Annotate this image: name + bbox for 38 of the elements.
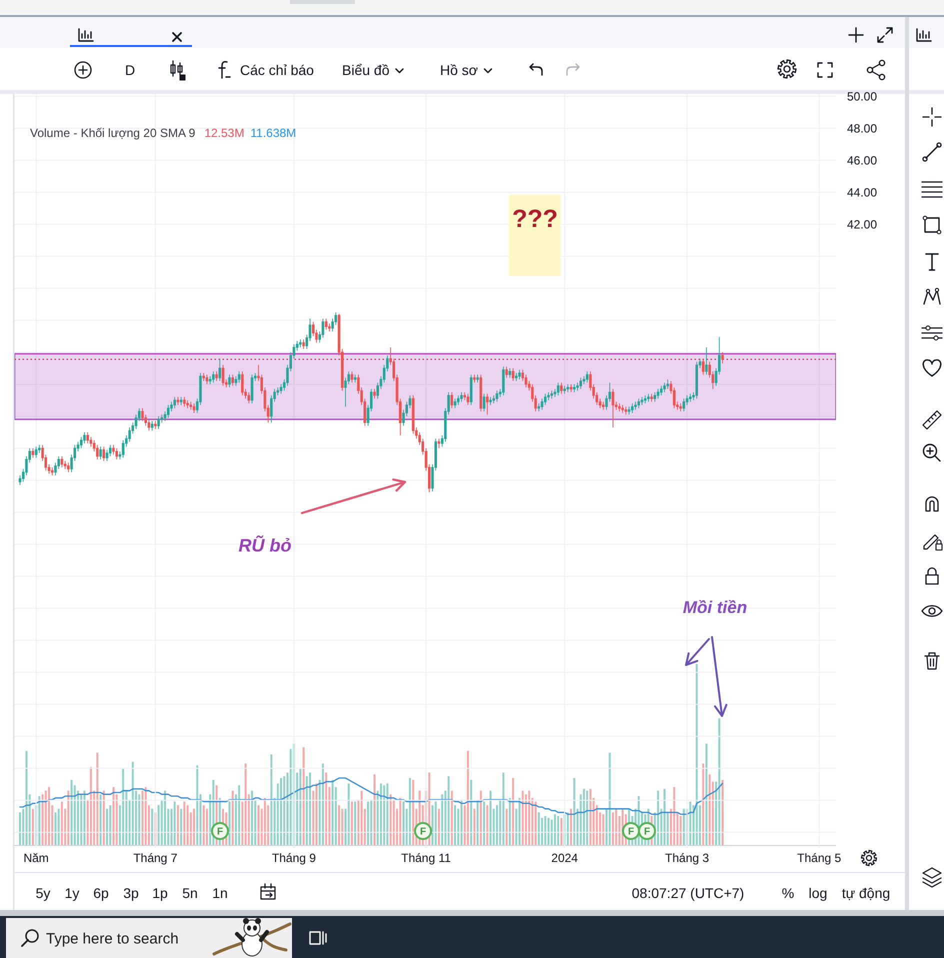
annotation: RŨ bỏ: [238, 534, 292, 556]
text: 5y: [36, 884, 50, 901]
y-tick-label: 50.00: [846, 89, 878, 104]
x-tick-label: Tháng 3: [665, 851, 710, 865]
annotation: Volume - Khối lượng 20 SMA 9: [30, 126, 196, 140]
text: 08:07:27 (UTC+7): [632, 884, 744, 901]
x-tick-label: Tháng 9: [272, 851, 316, 865]
text: D: [124, 62, 136, 78]
text: 3p: [123, 884, 139, 901]
text: Type here to search: [46, 930, 179, 948]
annotation: F: [216, 826, 224, 838]
y-tick-label: 48.00: [846, 121, 878, 136]
text: log: [808, 884, 828, 901]
text: 5n: [182, 884, 198, 901]
text: 6p: [93, 884, 109, 901]
annotation: F: [628, 826, 634, 838]
annotation: ???: [512, 204, 558, 233]
text: 1p: [152, 884, 168, 901]
x-tick-label: Năm: [23, 851, 49, 865]
x-tick-label: Tháng 5: [797, 851, 842, 865]
x-tick-label: Tháng 7: [133, 851, 178, 865]
text: Biểu đồ: [342, 62, 390, 78]
text: 1n: [212, 884, 228, 901]
y-tick-label: 44.00: [846, 185, 878, 200]
annotation: F: [644, 826, 650, 838]
text: %: [782, 884, 794, 901]
text: tự động: [842, 884, 890, 901]
x-tick-label: Tháng 11: [401, 851, 452, 865]
annotation: 12.53M: [204, 126, 244, 140]
annotation: 11.638M: [250, 126, 296, 140]
annotation: Mồi tiền: [682, 598, 748, 617]
text: Hồ sơ: [440, 62, 478, 78]
annotation: F: [420, 826, 426, 838]
y-tick-label: 42.00: [846, 217, 878, 232]
x-tick-label: 2024: [551, 851, 578, 865]
text: 1y: [64, 884, 80, 901]
y-tick-label: 46.00: [846, 153, 878, 168]
text: Các chỉ báo: [240, 62, 314, 78]
